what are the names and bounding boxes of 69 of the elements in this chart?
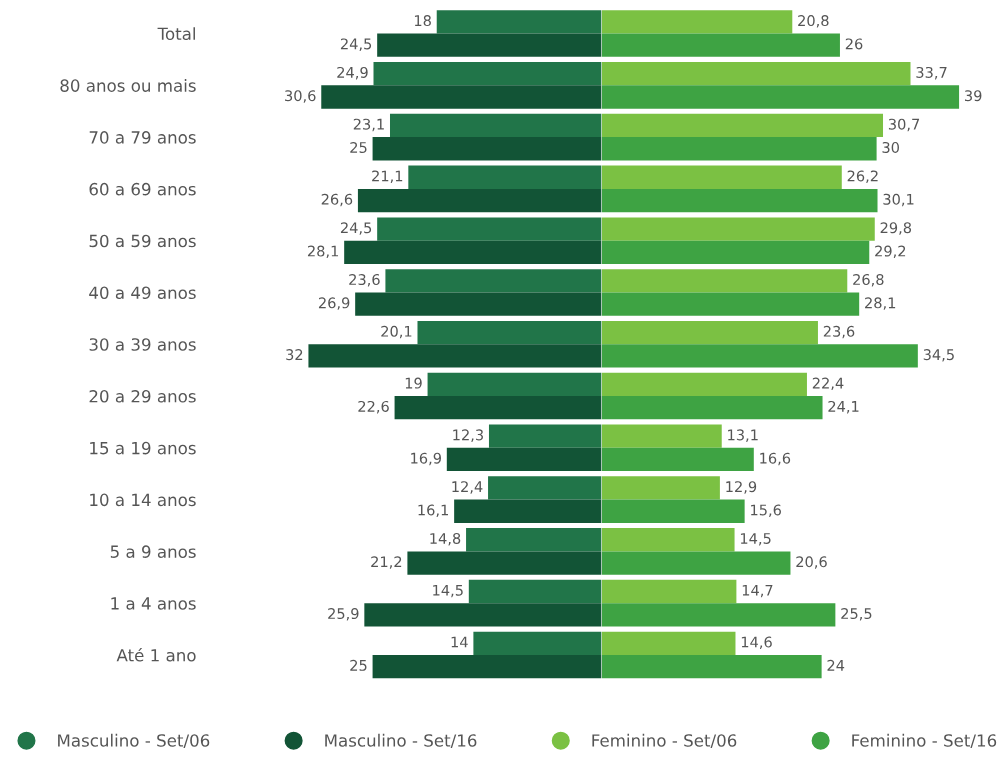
- data-label: 30,6: [285, 90, 316, 103]
- y-tick-label: Total: [157, 27, 195, 41]
- data-label: 25,5: [841, 608, 872, 621]
- data-label: 20,6: [796, 556, 827, 569]
- data-label: 14,5: [740, 533, 771, 546]
- y-tick-label: 40 a 49 anos: [89, 286, 196, 300]
- data-label: 23,6: [349, 274, 380, 287]
- legend-label: Masculino - Set/16: [325, 733, 477, 749]
- data-label: 20,1: [381, 325, 412, 339]
- data-label: 14,7: [742, 584, 773, 598]
- data-label: 23,6: [823, 325, 855, 339]
- data-label: 21,1: [372, 170, 403, 183]
- data-label: 24: [827, 659, 845, 671]
- data-label: 19: [405, 377, 422, 389]
- data-label: 32: [286, 349, 303, 361]
- data-label: 12,3: [453, 429, 483, 442]
- data-label: 20,8: [798, 15, 829, 28]
- data-label: 24,9: [337, 66, 368, 80]
- data-label: 26,9: [318, 297, 350, 310]
- data-label: 14,8: [430, 532, 461, 546]
- data-label: 33,7: [916, 66, 947, 80]
- data-label: 18: [414, 15, 431, 27]
- data-label: 12,9: [726, 481, 757, 494]
- data-label: 26,6: [321, 193, 353, 207]
- data-label: 26,2: [847, 170, 878, 183]
- data-label: 16,9: [411, 452, 441, 466]
- y-tick-label: 10 a 14 anos: [90, 493, 196, 507]
- data-label: 24,5: [340, 222, 372, 235]
- data-label: 28,1: [307, 245, 339, 259]
- data-label: 30: [882, 141, 899, 153]
- data-label: 30,1: [883, 193, 914, 207]
- data-label: 15,6: [751, 504, 781, 517]
- data-label: 34,5: [923, 349, 954, 362]
- data-label: 25: [350, 141, 367, 153]
- y-tick-label: Até 1 ano: [116, 647, 196, 662]
- data-label: 25: [350, 659, 367, 671]
- y-tick-label: 1 a 4 anos: [111, 597, 196, 610]
- y-tick-label: 20 a 29 anos: [89, 390, 196, 403]
- data-label: 14: [451, 636, 468, 648]
- y-tick-label: 70 a 79 anos: [89, 131, 196, 144]
- data-label: 22,6: [358, 400, 389, 414]
- data-label: 13,1: [728, 429, 758, 442]
- data-label: 30,7: [888, 118, 920, 132]
- y-tick-label: 60 a 69 anos: [89, 182, 196, 196]
- y-tick-label: 15 a 19 anos: [90, 441, 196, 455]
- legend-label: Feminino - Set/06: [592, 733, 737, 749]
- y-tick-label: 30 a 39 anos: [89, 338, 196, 351]
- y-tick-label: 5 a 9 anos: [110, 545, 196, 558]
- data-label: 22,4: [812, 377, 844, 391]
- data-label: 12,4: [452, 481, 483, 494]
- data-label: 26,8: [853, 274, 884, 287]
- data-label: 23,1: [353, 118, 384, 132]
- data-label: 39: [964, 90, 982, 102]
- data-label: 24,5: [340, 38, 372, 51]
- data-label: 25,9: [328, 608, 359, 621]
- data-label: 14,6: [741, 636, 772, 650]
- data-label: 28,1: [865, 297, 896, 310]
- legend-label: Masculino - Set/06: [58, 733, 210, 749]
- data-label: 16,1: [418, 504, 448, 517]
- data-label: 29,2: [875, 245, 906, 259]
- legend-label: Feminino - Set/16: [852, 733, 997, 749]
- data-label: 26: [845, 38, 863, 50]
- y-tick-label: 50 a 59 anos: [89, 234, 196, 248]
- y-tick-label: 80 anos ou mais: [60, 78, 196, 92]
- data-label: 29,8: [880, 222, 912, 235]
- data-label: 21,2: [371, 556, 402, 569]
- data-label: 14,5: [433, 584, 463, 598]
- data-label: 24,1: [828, 400, 859, 414]
- data-label: 16,6: [760, 452, 791, 466]
